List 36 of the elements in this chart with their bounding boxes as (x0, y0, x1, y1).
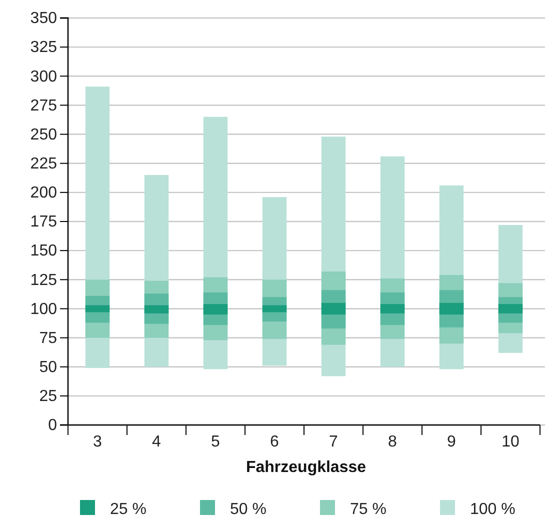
y-tick-label: 175 (30, 214, 58, 231)
y-tick-label: 225 (30, 155, 58, 172)
x-tick-label: 7 (329, 433, 338, 450)
legend-label: 100 % (470, 501, 516, 518)
y-tick-label: 250 (30, 126, 58, 144)
legend-label: 75 % (350, 501, 386, 518)
y-tick-label: 0 (48, 417, 58, 434)
x-axis-title: Fahrzeugklasse (246, 459, 366, 476)
y-tick-label: 300 (30, 68, 58, 86)
bar (498, 304, 523, 314)
bar (203, 304, 228, 315)
bar (262, 305, 287, 312)
y-tick-label: 350 (30, 10, 58, 28)
bar (321, 302, 346, 315)
legend-label: 50 % (230, 501, 266, 518)
y-tick-label: 25 (39, 388, 58, 406)
bar (380, 304, 405, 314)
x-tick-label: 8 (388, 433, 398, 450)
x-tick-label: 6 (270, 433, 280, 450)
x-tick-label: 3 (93, 433, 102, 450)
y-tick-label: 100 (30, 300, 58, 318)
y-tick-label: 275 (30, 97, 58, 114)
y-tick-label: 75 (39, 330, 58, 347)
bar (439, 302, 464, 315)
x-tick-label: 10 (502, 433, 520, 450)
y-tick-label: 200 (30, 184, 58, 202)
y-tick-label: 125 (30, 272, 58, 289)
legend-label: 25 % (110, 501, 146, 518)
bar (144, 305, 169, 314)
y-tick-label: 150 (30, 242, 58, 260)
y-tick-label: 325 (30, 39, 58, 56)
y-tick-label: 50 (39, 358, 58, 376)
x-tick-label: 9 (447, 433, 456, 450)
x-tick-label: 4 (152, 433, 162, 450)
bar (85, 305, 110, 312)
x-tick-label: 5 (211, 433, 220, 450)
